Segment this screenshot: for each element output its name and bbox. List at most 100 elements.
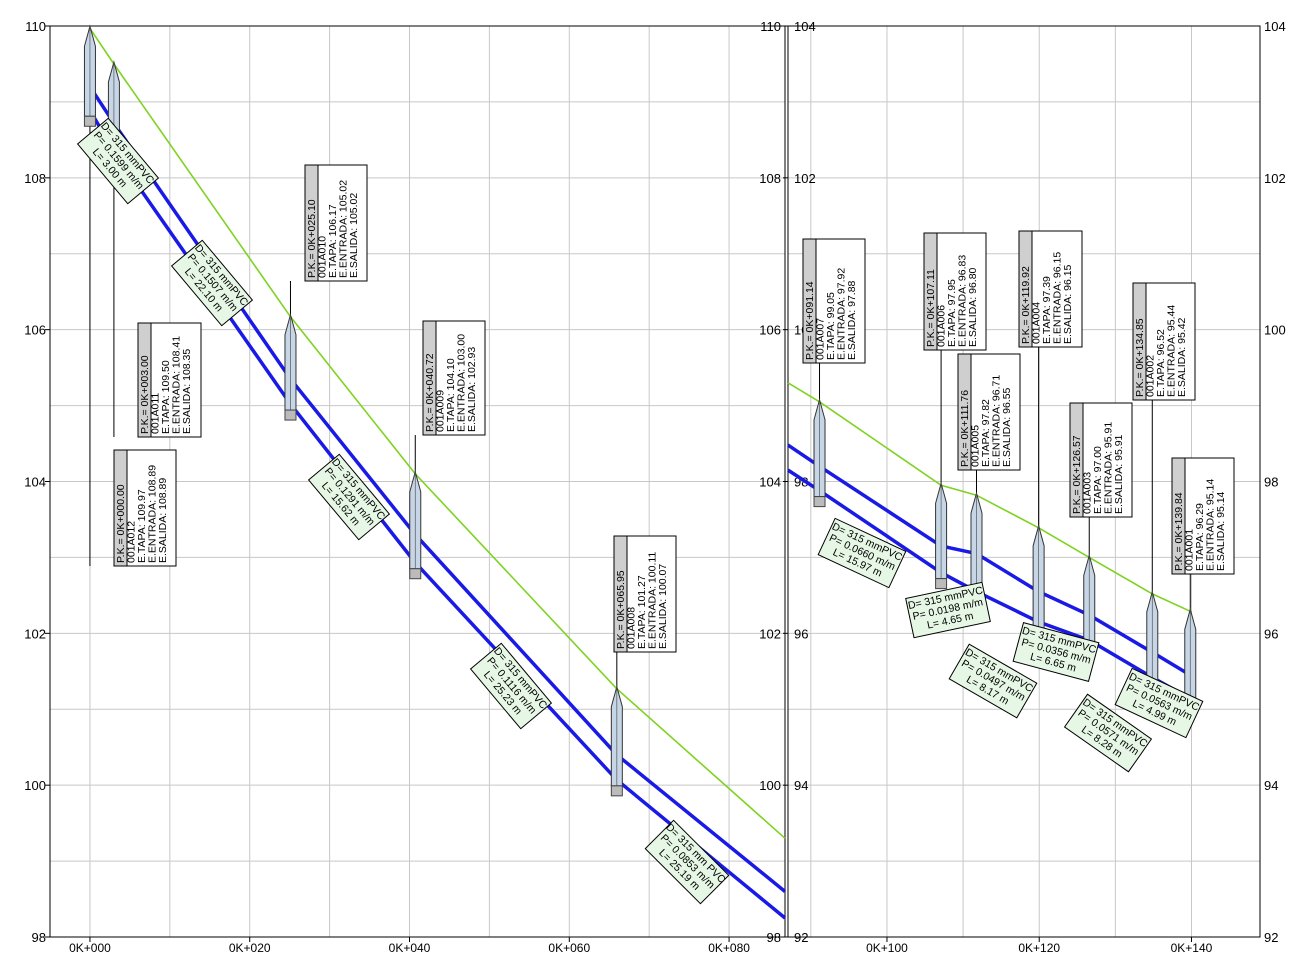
pipe-label-box: [170, 239, 254, 327]
x-tick-label: 0K+000: [69, 941, 111, 955]
y-tick-label-right: 94: [1264, 778, 1278, 793]
x-tick-label: 0K+120: [1018, 941, 1060, 955]
y-tick-label-right: 102: [759, 626, 781, 641]
y-tick-label-right: 106: [759, 323, 781, 338]
manhole-label-header: [923, 232, 938, 351]
x-tick-label: 0K+100: [866, 941, 908, 955]
manhole-detail-text: E.SALIDA: 105.02: [348, 193, 360, 278]
manhole-detail-text: E.TAPA: 104.10: [445, 358, 457, 432]
manhole-label-header: [1171, 457, 1186, 575]
manhole-detail-text: E.TAPA: 109.50: [160, 360, 172, 434]
manhole-detail-text: E.ENTRADA: 108.89: [147, 465, 159, 563]
pipe-label-box: [307, 453, 391, 541]
manhole-detail-text: E.TAPA: 97.95: [946, 279, 958, 347]
manhole-label-header: [422, 320, 437, 436]
y-tick-label-left: 108: [24, 171, 46, 186]
manhole-detail-text: E.ENTRADA: 97.92: [836, 268, 848, 360]
manhole-detail-text: E.TAPA: 96.52: [1155, 329, 1167, 397]
manhole-detail-text: 001A005: [970, 425, 982, 467]
y-tick-label-right: 92: [1264, 930, 1278, 945]
y-tick-label-left: 110: [25, 19, 46, 34]
manhole-detail-text: E.TAPA: 97.00: [1092, 446, 1104, 514]
manhole[interactable]: [610, 652, 623, 797]
y-tick-label-right: 100: [1264, 323, 1286, 338]
y-tick-label-left: 102: [794, 171, 816, 186]
pipe-label-box: [469, 642, 553, 730]
manhole-detail-text: E.ENTRADA: 95.91: [1103, 422, 1115, 514]
manhole-detail-text: E.ENTRADA: 100.11: [647, 552, 659, 649]
manhole-label-header: [113, 449, 128, 567]
manhole-label-header: [802, 238, 817, 364]
pipe-crown-line: [787, 443, 1192, 677]
manhole-station-text: P.K.= 0K+134.85: [1134, 318, 1146, 397]
manhole-detail-text: E.TAPA: 96.29: [1194, 503, 1206, 571]
manhole-station-text: P.K.= 0K+040.72: [424, 353, 436, 432]
y-tick-label-left: 100: [24, 778, 46, 793]
manhole[interactable]: [1083, 517, 1096, 657]
manhole[interactable]: [409, 435, 422, 580]
x-tick-label: 0K+080: [708, 941, 750, 955]
manhole-station-text: P.K.= 0K+139.84: [1173, 492, 1185, 571]
x-tick-label: 0K+040: [389, 941, 431, 955]
manhole-station-text: P.K.= 0K+000.00: [115, 484, 127, 563]
manhole-label-header: [957, 353, 972, 471]
pipe-label-box: [817, 517, 907, 589]
x-tick-label: 0K+140: [1171, 941, 1213, 955]
manhole-detail-text: 001A001: [1184, 529, 1196, 571]
manhole-detail-text: 001A007: [815, 318, 827, 360]
manhole-station-text: P.K.= 0K+003.00: [139, 355, 151, 434]
manhole-detail-text: E.ENTRADA: 103.00: [456, 334, 468, 432]
y-tick-label-right: 108: [759, 171, 781, 186]
pipe-lines: [88, 85, 1192, 920]
manhole-label-header: [137, 322, 152, 438]
manhole-detail-text: E.TAPA: 109.97: [136, 489, 148, 563]
pipe-invert-line: [787, 468, 1192, 701]
manhole[interactable]: [935, 350, 948, 590]
manhole[interactable]: [107, 60, 120, 437]
pipe-label-box: [644, 819, 730, 905]
manhole[interactable]: [1032, 347, 1045, 639]
manhole-detail-text: E.SALIDA: 108.35: [181, 349, 193, 434]
manhole[interactable]: [83, 24, 96, 566]
y-tick-label-right: 98: [767, 930, 781, 945]
manhole-detail-text: E.SALIDA: 96.55: [1001, 387, 1013, 467]
y-tick-label-left: 104: [794, 19, 816, 34]
y-tick-label-right: 100: [759, 778, 781, 793]
manhole[interactable]: [813, 363, 826, 508]
manhole-detail-text: E.SALIDA: 102.93: [466, 347, 478, 432]
manhole-detail-text: E.ENTRADA: 96.15: [1052, 252, 1064, 344]
y-tick-label-right: 110: [760, 19, 781, 34]
manhole-station-text: P.K.= 0K+126.57: [1071, 435, 1083, 514]
manhole[interactable]: [1146, 400, 1159, 694]
manhole-detail-text: E.SALIDA: 96.80: [967, 267, 979, 347]
manhole-detail-text: E.SALIDA: 95.42: [1176, 317, 1188, 397]
manhole-detail-text: E.ENTRADA: 95.44: [1166, 305, 1178, 397]
ground-lines: [89, 27, 1191, 839]
pipe-label-box: [905, 581, 991, 639]
y-tick-label-left: 104: [24, 475, 46, 490]
manhole-station-text: P.K.= 0K+111.76: [959, 390, 971, 467]
manhole[interactable]: [284, 281, 297, 421]
y-tick-label-right: 104: [759, 475, 781, 490]
manhole-label-header: [304, 164, 319, 282]
y-tick-label-right: 96: [1264, 626, 1278, 641]
manhole-label-header: [1132, 282, 1147, 401]
pipe-label-box: [948, 643, 1038, 719]
manhole-label-header: [1018, 230, 1033, 348]
pipe-label-box: [1063, 693, 1153, 773]
y-tick-label-left: 94: [794, 778, 808, 793]
manhole-detail-text: E.ENTRADA: 96.71: [991, 375, 1003, 467]
manhole-detail-text: E.SALIDA: 95.14: [1215, 491, 1227, 571]
